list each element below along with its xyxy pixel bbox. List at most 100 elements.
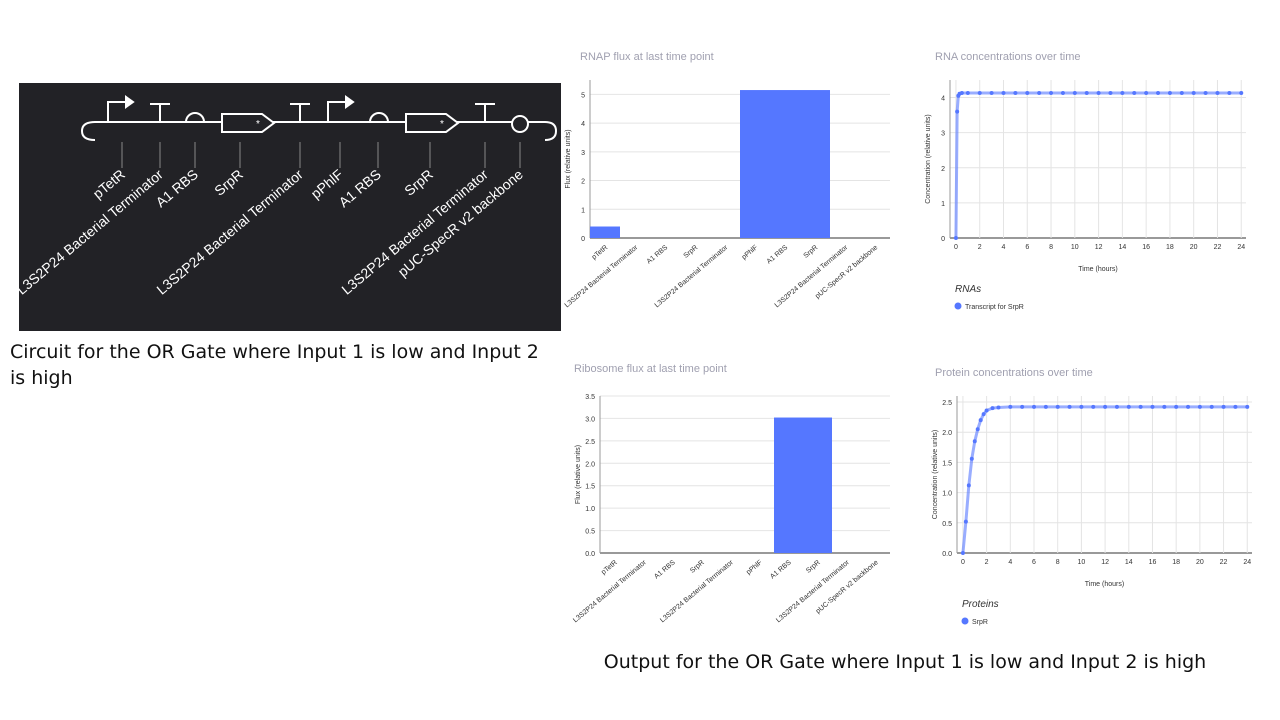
x-tick-label: pUC-SpecR v2 backbone — [814, 244, 879, 300]
y-tick-label: 4 — [941, 96, 945, 103]
bar — [770, 90, 800, 239]
data-point — [1126, 404, 1131, 409]
x-tick-label: 20 — [1196, 559, 1204, 566]
x-tick-label: A1 RBS — [769, 559, 793, 581]
y-tick-label: 4 — [581, 121, 585, 128]
x-tick-label: 2 — [985, 559, 989, 566]
data-point — [1096, 90, 1101, 95]
y-tick-label: 3 — [941, 131, 945, 138]
data-point — [981, 412, 986, 417]
x-tick-label: SrpR — [689, 559, 706, 575]
cds-star: * — [256, 119, 260, 130]
data-point — [953, 236, 958, 240]
x-tick-label: 10 — [1071, 244, 1079, 251]
data-point — [1008, 404, 1013, 409]
y-tick-label: 1.0 — [585, 506, 595, 513]
y-tick-label: 0.5 — [942, 521, 952, 528]
data-point — [1013, 90, 1018, 95]
data-point — [1032, 404, 1037, 409]
data-point — [1037, 90, 1042, 95]
x-tick-label: 10 — [1077, 559, 1085, 566]
data-point — [1239, 90, 1244, 95]
y-tick-label: 1.5 — [585, 484, 595, 491]
x-tick-label: 16 — [1142, 244, 1150, 251]
promoter-arrow — [345, 95, 355, 109]
data-point — [965, 90, 970, 95]
promoter-glyph — [107, 101, 130, 122]
data-point — [1227, 90, 1232, 95]
x-axis-label: Time (hours) — [1078, 266, 1117, 273]
rbs-glyph — [369, 112, 389, 123]
bar — [774, 417, 803, 553]
x-tick-label: 0 — [961, 559, 965, 566]
data-point — [984, 408, 989, 413]
x-tick-label: 8 — [1049, 244, 1053, 251]
y-tick-label: 2.5 — [585, 439, 595, 446]
data-point — [1020, 404, 1025, 409]
x-tick-label: 6 — [1025, 244, 1029, 251]
legend-label: SrpR — [972, 619, 988, 626]
data-point — [1179, 90, 1184, 95]
data-point — [1108, 90, 1113, 95]
y-axis-label: Concentration (relative units) — [932, 430, 939, 520]
x-tick-label: pUC-SpecR v2 backbone — [815, 559, 880, 615]
x-tick-label: 12 — [1101, 559, 1109, 566]
x-tick-label: 4 — [1008, 559, 1012, 566]
data-point — [1103, 404, 1108, 409]
data-point — [1067, 404, 1072, 409]
y-tick-label: 0.0 — [585, 551, 595, 558]
legend-swatch — [961, 617, 969, 625]
x-tick-label: A1 RBS — [653, 559, 677, 581]
data-point — [1209, 404, 1214, 409]
x-tick-label: 0 — [954, 244, 958, 251]
x-tick-label: 16 — [1149, 559, 1157, 566]
y-tick-label: 1 — [941, 201, 945, 208]
data-point — [1162, 404, 1167, 409]
cds-stars: * * — [256, 119, 444, 130]
x-tick-label: 8 — [1056, 559, 1060, 566]
y-tick-label: 1.0 — [942, 491, 952, 498]
x-tick-label: 12 — [1095, 244, 1103, 251]
x-tick-label: 6 — [1032, 559, 1036, 566]
data-point — [1138, 404, 1143, 409]
x-tick-label: 14 — [1118, 244, 1126, 251]
data-point — [1072, 90, 1077, 95]
legend-label: Transcript for SrpR — [965, 304, 1024, 311]
y-tick-label: 3 — [581, 150, 585, 157]
chart-title: Ribosome flux at last time point — [574, 363, 727, 375]
y-tick-label: 1.5 — [942, 460, 952, 467]
data-point — [978, 418, 983, 423]
terminator-glyph — [290, 103, 310, 122]
data-point — [1043, 404, 1048, 409]
data-point — [1144, 90, 1149, 95]
data-point — [1120, 90, 1125, 95]
bar — [740, 90, 770, 239]
cds-glyph — [405, 113, 460, 133]
data-point — [1132, 90, 1137, 95]
x-tick-label: pPhlF — [741, 244, 760, 261]
legend-title: Proteins — [962, 599, 999, 610]
y-tick-label: 2.0 — [585, 461, 595, 468]
data-point — [1174, 404, 1179, 409]
x-tick-label: SrpR — [805, 559, 822, 575]
y-axis-label: Concentration (relative units) — [925, 114, 932, 204]
cds-glyph — [221, 113, 276, 133]
y-tick-label: 2 — [941, 166, 945, 173]
y-tick-label: 2.0 — [942, 430, 952, 437]
rbs-glyph — [185, 112, 205, 123]
output-caption: Output for the OR Gate where Input 1 is … — [603, 651, 1207, 673]
data-point — [1150, 404, 1155, 409]
data-point — [960, 551, 965, 555]
data-point — [1191, 90, 1196, 95]
data-point — [1203, 90, 1208, 95]
data-point — [959, 90, 964, 95]
data-point — [966, 483, 971, 488]
y-tick-label: 2.5 — [942, 400, 952, 407]
x-tick-label: pPhlF — [745, 559, 764, 576]
bar — [803, 417, 832, 553]
data-point — [989, 90, 994, 95]
data-point — [1084, 90, 1089, 95]
x-tick-label: 24 — [1243, 559, 1251, 566]
